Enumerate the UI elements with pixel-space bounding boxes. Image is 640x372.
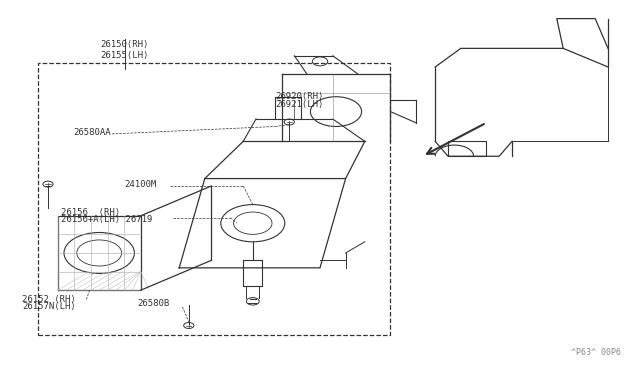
Text: 26580B: 26580B (138, 299, 170, 308)
Text: 24100M: 24100M (125, 180, 157, 189)
Text: 26580AA: 26580AA (74, 128, 111, 137)
Text: 26150⟨RH⟩
26155⟨LH⟩: 26150⟨RH⟩ 26155⟨LH⟩ (100, 40, 149, 60)
Text: 26152 ⟨RH⟩: 26152 ⟨RH⟩ (22, 295, 76, 304)
Text: ^P63^ 00P6: ^P63^ 00P6 (571, 348, 621, 357)
Text: 26156  ⟨RH⟩: 26156 ⟨RH⟩ (61, 208, 120, 217)
Text: 26157N⟨LH⟩: 26157N⟨LH⟩ (22, 302, 76, 311)
Bar (448, 141, 486, 156)
Text: 26921⟨LH⟩: 26921⟨LH⟩ (275, 100, 324, 109)
Text: 26920⟨RH⟩: 26920⟨RH⟩ (275, 92, 324, 101)
Text: 26156+A⟨LH⟩ 26719: 26156+A⟨LH⟩ 26719 (61, 215, 152, 224)
